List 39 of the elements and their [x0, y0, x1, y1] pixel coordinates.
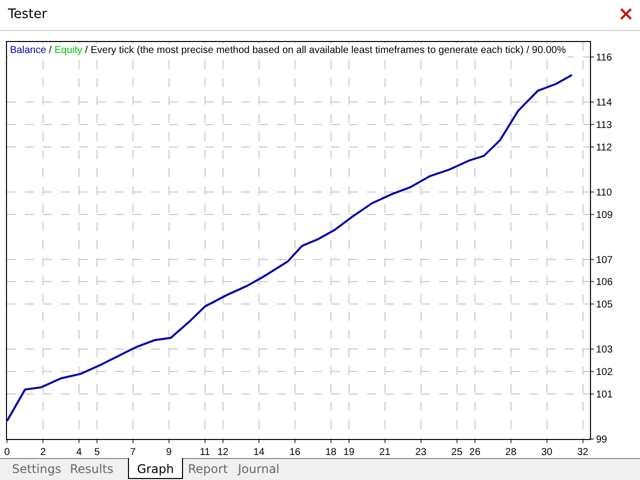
- line-series: [7, 74, 574, 422]
- x-tick-label: 32: [577, 447, 589, 458]
- x-tick-label: 0: [4, 447, 10, 458]
- text: Results: [70, 462, 114, 476]
- x-tick-label: 5: [94, 447, 100, 458]
- y-tick-label: 105: [596, 300, 614, 311]
- x-tick-label: 12: [217, 447, 229, 458]
- y-tick-label: 113: [596, 120, 612, 131]
- x-tick-label: 14: [253, 447, 265, 458]
- x-tick-label: 4: [76, 447, 82, 458]
- x-tick-label: 16: [289, 447, 301, 458]
- y-tick-label: 107: [596, 254, 614, 266]
- x-tick-label: 23: [415, 447, 427, 458]
- x-tick-label: 25: [451, 447, 463, 458]
- y-tick-label: 101: [596, 390, 614, 401]
- x-tick-label: 11: [200, 447, 211, 458]
- chart-title: Tester: [8, 7, 47, 22]
- y-tick-label: 116: [596, 52, 612, 64]
- text: Journal: [238, 462, 280, 476]
- x-tick-label: 19: [343, 447, 355, 458]
- y-tick-label: 103: [596, 344, 614, 356]
- y-tick-label: 110: [596, 187, 612, 198]
- x-tick-label: 21: [379, 447, 391, 458]
- y-tick-label: 99: [596, 434, 608, 446]
- text: Settings: [12, 462, 62, 476]
- x-tick-label: 30: [541, 447, 553, 458]
- x-tick-label: 2: [40, 447, 46, 458]
- x-tick-label: 28: [505, 447, 517, 458]
- x-tick-label: 18: [325, 447, 337, 458]
- y-tick-label: 106: [596, 277, 614, 288]
- x-tick-label: 26: [469, 447, 481, 458]
- y-tick-label: 109: [596, 210, 614, 221]
- y-tick-label: 102: [596, 367, 614, 378]
- y-tick-label: 112: [596, 142, 612, 154]
- y-tick-label: 114: [596, 97, 612, 108]
- x-tick-label: 7: [130, 447, 136, 458]
- chart-subtitle: Balance / Equity / Every tick (the most precise method based on all available least timeframes to generate each tick) / 90.00%: [10, 45, 566, 56]
- text: Report: [188, 462, 228, 476]
- x-tick-label: 9: [166, 447, 172, 458]
